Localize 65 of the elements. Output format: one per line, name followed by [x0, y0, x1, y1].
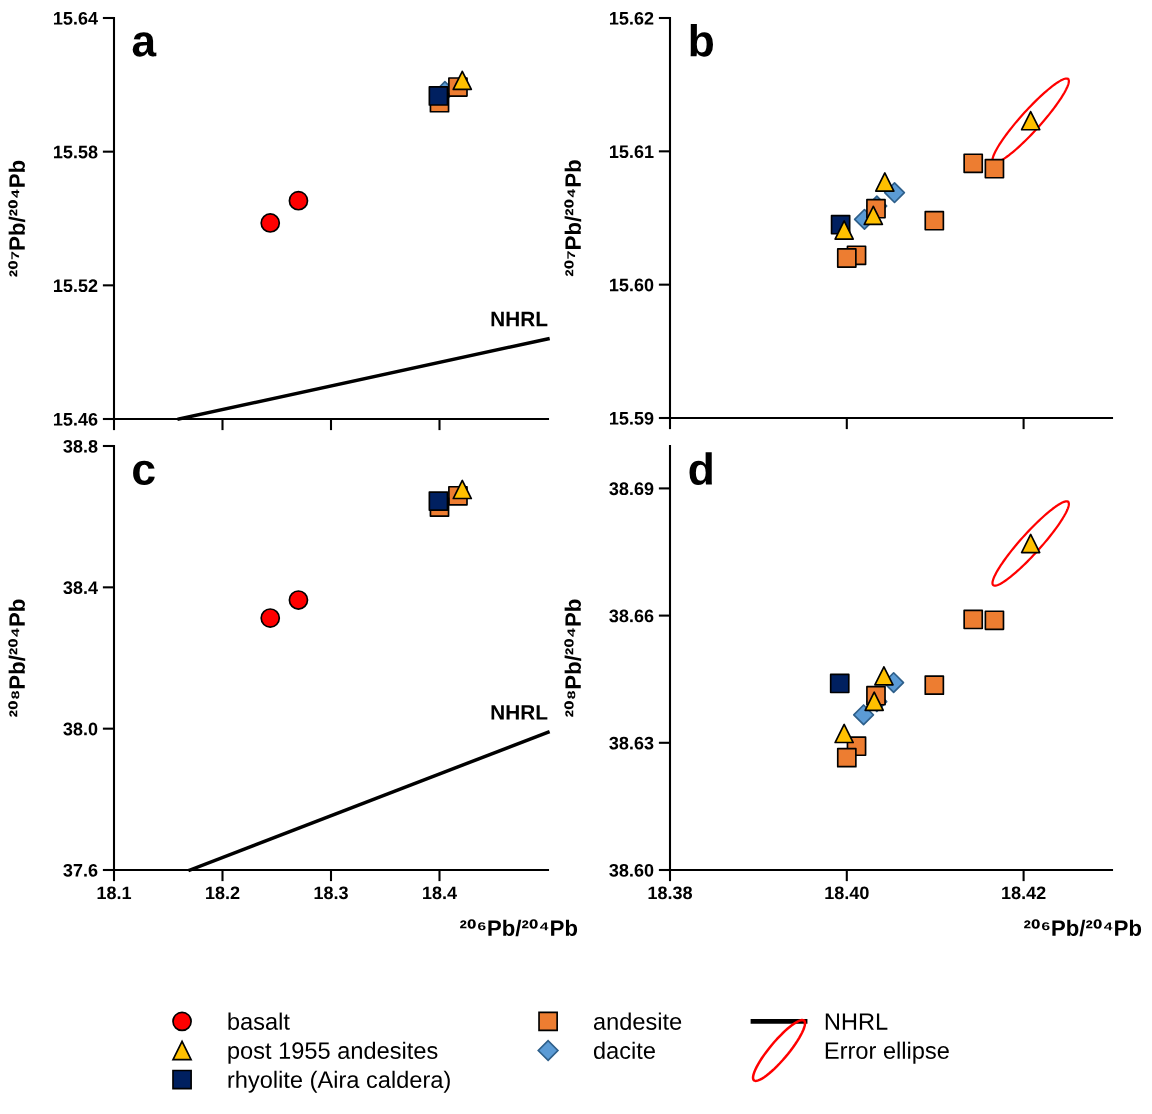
legend-label: NHRL — [825, 1013, 888, 1030]
point — [834, 220, 855, 240]
chart-title: b — [690, 24, 714, 57]
y-tick-label: 15.60 — [609, 278, 654, 292]
x-axis-title: ²⁰⁶Pb/²⁰⁴Pb — [1024, 919, 1142, 937]
x-tick-label: 18.3 — [314, 886, 348, 900]
point — [834, 723, 855, 744]
legend-label: rhyolite (Aira caldera) — [228, 1070, 450, 1093]
chart-title: d — [689, 452, 712, 486]
point — [863, 205, 884, 226]
y-tick-label: 15.46 — [53, 412, 98, 426]
y-tick-label: 38.8 — [63, 439, 98, 453]
point — [924, 210, 945, 231]
chart-title: a — [132, 32, 157, 57]
legend-label: dacite — [593, 1041, 655, 1059]
point — [260, 213, 281, 233]
x-tick-label: 18.42 — [1002, 886, 1046, 900]
legend-label: basalt — [228, 1012, 290, 1030]
x-axis-title: ²⁰⁶Pb/²⁰⁴Pb — [460, 919, 578, 937]
y-axis-title: ²⁰⁷Pb/²⁰⁴Pb — [564, 160, 582, 277]
point — [874, 172, 895, 192]
y-tick-label: 38.63 — [609, 736, 654, 750]
point — [829, 673, 850, 694]
y-tick-label: 38.66 — [609, 609, 654, 623]
y-axis-title: ²⁰⁷Pb/²⁰⁴Pb — [8, 160, 26, 277]
point — [288, 190, 309, 211]
point — [836, 747, 857, 768]
point — [428, 86, 449, 106]
point — [963, 153, 984, 174]
point — [984, 158, 1005, 179]
point — [428, 491, 449, 512]
point — [452, 70, 473, 91]
text: Error ellipse — [825, 1041, 949, 1064]
y-tick-label: 38.4 — [63, 581, 98, 595]
y-tick-label: 15.52 — [53, 279, 98, 293]
point — [852, 704, 875, 726]
y-tick-label: 38.60 — [609, 863, 654, 877]
y-tick-label: 15.61 — [609, 145, 654, 159]
point — [874, 665, 894, 686]
y-tick-label: 38.69 — [609, 482, 654, 496]
legend-label: post 1955 andesites — [228, 1041, 438, 1064]
legend-label: andesite — [593, 1012, 682, 1030]
x-tick-label: 18.40 — [825, 886, 869, 900]
y-axis-title: ²⁰⁸Pb/²⁰⁴Pb — [564, 599, 582, 717]
x-tick-label: 18.1 — [97, 886, 132, 900]
point — [984, 610, 1005, 631]
y-axis-title: ²⁰⁸Pb/²⁰⁴Pb — [8, 599, 26, 717]
chart-title: c — [133, 460, 155, 486]
point — [836, 248, 857, 268]
point — [452, 479, 473, 500]
y-tick-label: 15.64 — [53, 11, 98, 25]
y-tick-label: 38.0 — [63, 722, 98, 736]
x-tick-label: 18.4 — [423, 886, 457, 900]
y-tick-label: 37.6 — [63, 863, 98, 877]
point — [924, 675, 945, 696]
series-label: NHRL — [491, 705, 548, 720]
point — [288, 590, 309, 610]
text: NHRL — [491, 311, 548, 327]
y-tick-label: 15.62 — [609, 11, 654, 25]
y-tick-label: 15.58 — [53, 145, 98, 159]
y-tick-label: 15.59 — [609, 411, 654, 425]
point — [963, 609, 984, 630]
x-tick-label: 18.38 — [648, 886, 693, 900]
point — [260, 608, 281, 628]
x-tick-label: 18.2 — [206, 886, 240, 900]
